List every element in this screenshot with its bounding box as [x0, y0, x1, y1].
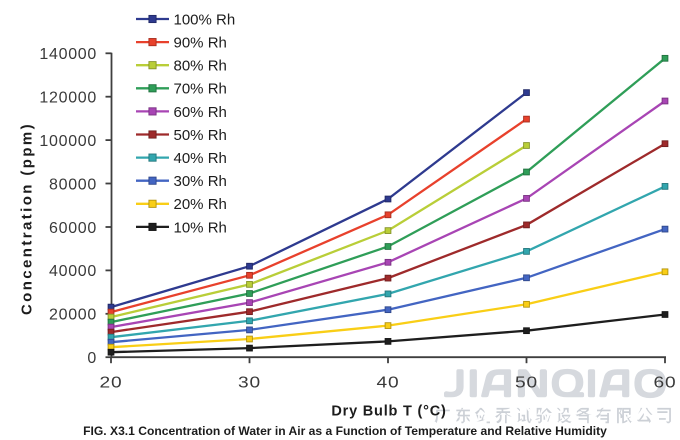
svg-text:Concentration (ppm): Concentration (ppm)	[19, 122, 36, 315]
svg-text:70% Rh: 70% Rh	[174, 81, 227, 98]
svg-text:60% Rh: 60% Rh	[174, 104, 227, 121]
svg-text:80% Rh: 80% Rh	[174, 58, 227, 75]
svg-text:30% Rh: 30% Rh	[174, 173, 227, 190]
svg-text:20000: 20000	[49, 307, 97, 324]
svg-text:40: 40	[377, 375, 400, 392]
svg-text:120000: 120000	[39, 90, 97, 107]
svg-text:Dry Bulb T (°C): Dry Bulb T (°C)	[331, 403, 446, 419]
svg-text:10% Rh: 10% Rh	[174, 219, 227, 236]
svg-text:50% Rh: 50% Rh	[174, 127, 227, 144]
svg-text:30: 30	[238, 375, 261, 392]
svg-text:90% Rh: 90% Rh	[174, 35, 227, 52]
svg-text:100% Rh: 100% Rh	[174, 11, 236, 28]
svg-text:0: 0	[87, 350, 97, 367]
svg-text:50: 50	[515, 375, 538, 392]
svg-text:FIG. X3.1 Concentration of Wat: FIG. X3.1 Concentration of Water in Air …	[83, 424, 607, 438]
svg-text:100000: 100000	[39, 133, 97, 150]
svg-text:20% Rh: 20% Rh	[174, 196, 227, 213]
svg-text:40% Rh: 40% Rh	[174, 150, 227, 167]
svg-text:80000: 80000	[49, 176, 97, 193]
svg-text:60000: 60000	[49, 220, 97, 237]
svg-text:140000: 140000	[39, 46, 97, 63]
svg-text:20: 20	[100, 375, 123, 392]
svg-text:40000: 40000	[49, 263, 97, 280]
svg-text:60: 60	[654, 375, 677, 392]
